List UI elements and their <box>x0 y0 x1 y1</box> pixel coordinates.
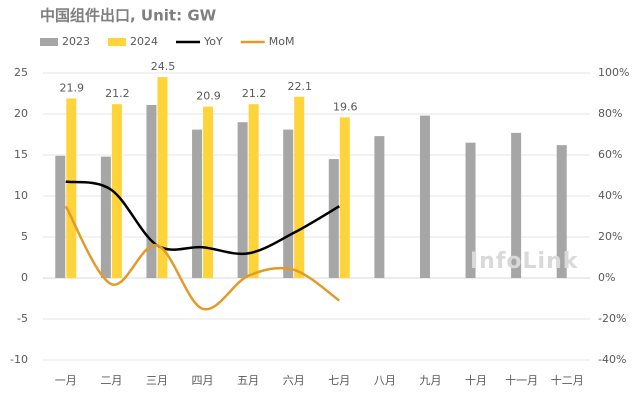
bar <box>556 145 567 278</box>
line <box>64 205 341 311</box>
x-tick-label: 十一月 <box>505 373 538 387</box>
y-tick-label: 25 <box>14 66 28 79</box>
x-tick-label: 七月 <box>328 374 350 387</box>
bar <box>328 159 339 278</box>
y-tick-label: 15 <box>14 148 28 161</box>
y2-tick-label: 0% <box>598 271 615 284</box>
legend-swatch <box>40 38 58 46</box>
bar <box>66 98 77 278</box>
y-tick-label: -10 <box>10 353 28 366</box>
data-label: 21.2 <box>242 87 267 100</box>
x-tick-label: 三月 <box>146 374 168 387</box>
y2-tick-label: 20% <box>598 230 622 243</box>
x-tick-label: 八月 <box>374 374 396 387</box>
bar <box>111 104 122 278</box>
x-tick-label: 四月 <box>192 374 214 387</box>
y2-tick-label: 100% <box>598 66 629 79</box>
watermark: InfoLink <box>470 249 579 274</box>
data-label: 21.2 <box>105 87 130 100</box>
x-tick-label: 一月 <box>55 374 77 387</box>
y-tick-label: 20 <box>14 107 28 120</box>
legend-label: YoY <box>203 35 223 48</box>
legend-label: 2023 <box>62 35 90 48</box>
data-label: 21.9 <box>60 81 85 94</box>
line <box>65 180 340 256</box>
x-tick-label: 九月 <box>419 374 441 387</box>
bar <box>157 77 168 278</box>
legend-swatch <box>108 38 126 46</box>
bar <box>294 96 305 278</box>
grid <box>43 72 590 361</box>
x-tick-label: 二月 <box>100 374 122 387</box>
y-tick-label: 5 <box>21 230 28 243</box>
y-tick-label: 0 <box>21 271 28 284</box>
y-tick-label: -5 <box>17 312 28 325</box>
data-label: 24.5 <box>151 60 176 73</box>
legend-label: MoM <box>269 35 295 48</box>
bar <box>192 129 203 278</box>
bar <box>283 129 294 278</box>
bar <box>374 136 385 278</box>
y2-tick-label: 80% <box>598 107 622 120</box>
data-label: 19.6 <box>333 100 358 113</box>
bar <box>100 156 111 278</box>
bar <box>511 132 522 278</box>
bar <box>203 106 214 279</box>
bar <box>339 117 350 278</box>
x-tick-label: 五月 <box>237 374 259 387</box>
data-label: 20.9 <box>196 90 221 103</box>
y2-tick-label: 40% <box>598 189 622 202</box>
x-tick-label: 十月 <box>465 373 487 387</box>
bar <box>237 122 248 278</box>
y2-tick-label: -40% <box>598 353 626 366</box>
x-tick-label: 六月 <box>283 374 305 387</box>
data-label: 22.1 <box>287 80 312 93</box>
legend-label: 2024 <box>130 35 158 48</box>
bar <box>55 155 66 278</box>
y-tick-label: 10 <box>14 189 28 202</box>
bar <box>146 104 157 278</box>
y2-tick-label: -20% <box>598 312 626 325</box>
bar <box>465 142 476 278</box>
x-tick-label: 十二月 <box>551 373 584 387</box>
bar <box>419 115 430 278</box>
bar <box>248 104 259 278</box>
y2-tick-label: 60% <box>598 148 622 161</box>
chart-title: 中国组件出口, Unit: GW <box>40 7 217 25</box>
